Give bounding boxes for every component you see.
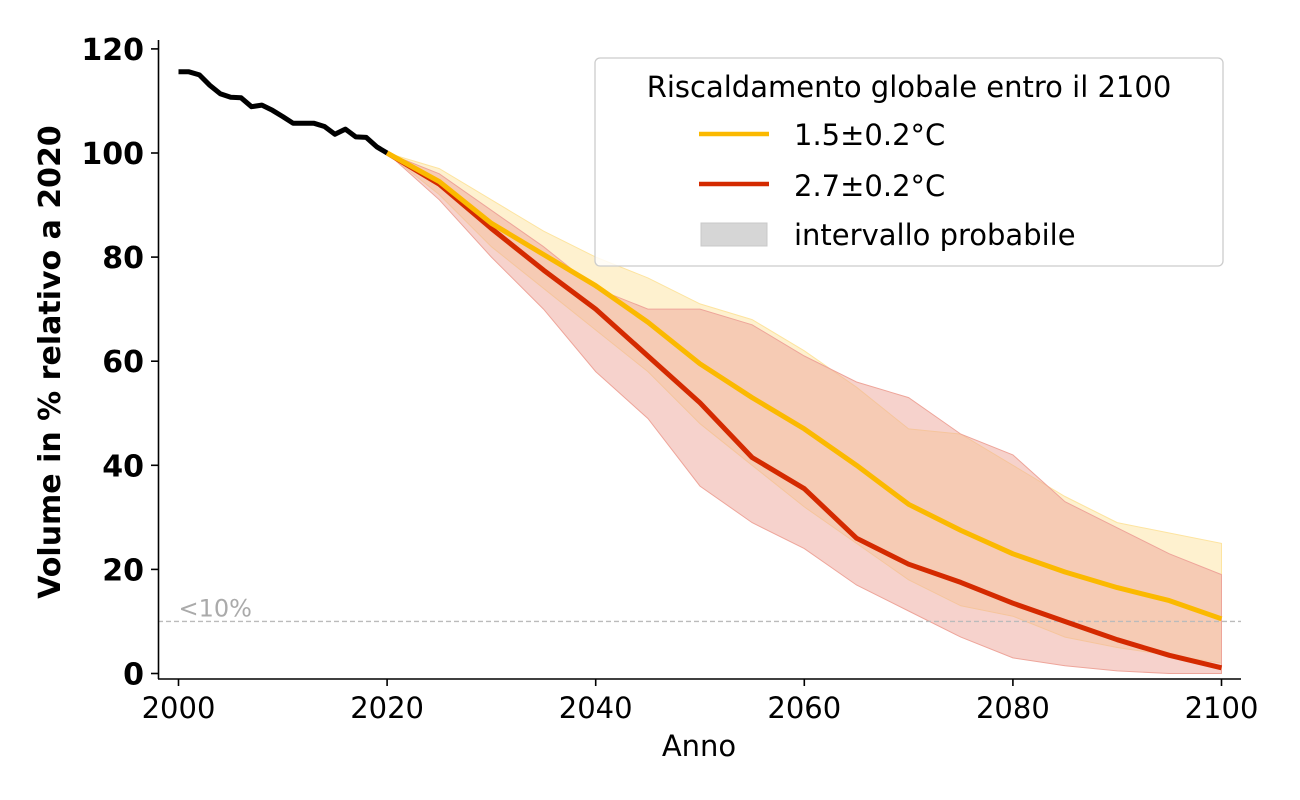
legend-frame (594, 57, 1224, 267)
threshold-label: <10% (179, 594, 252, 622)
line-historical (178, 69, 389, 156)
confidence-bands (386, 152, 1222, 674)
y-tick-label: 0 (123, 658, 144, 693)
legend-title: Riscaldamento globale entro il 2100 (647, 70, 1172, 104)
x-tick-label: 2040 (559, 691, 633, 725)
line-2-7-0-2-c (385, 150, 1223, 671)
y-tick-label: 120 (81, 33, 144, 68)
y-axis-title: Volume in % relativo a 2020 (33, 125, 68, 599)
y-tick-label: 100 (81, 137, 144, 172)
band-2-7-0-2-c (386, 152, 1222, 674)
series-lines (178, 69, 1223, 671)
x-tick-label: 2100 (1185, 691, 1259, 725)
legend-swatch-range (700, 222, 768, 247)
y-tick-label: 40 (102, 449, 144, 484)
y-tick-label: 80 (102, 241, 144, 276)
legend-label-1-5: 1.5±0.2°C (794, 118, 945, 152)
y-tick-label: 20 (102, 553, 144, 588)
legend-label-2-7: 2.7±0.2°C (794, 169, 945, 203)
legend-label-range: intervallo probabile (794, 218, 1076, 252)
x-axis-title: Anno (662, 729, 736, 763)
x-tick-label: 2000 (142, 691, 216, 725)
legend: Riscaldamento globale entro il 2100 1.5±… (594, 57, 1224, 267)
y-ticks: 0 20 40 60 80 100 120 (81, 33, 159, 693)
x-tick-label: 2020 (350, 691, 424, 725)
x-tick-label: 2080 (976, 691, 1050, 725)
y-tick-label: 60 (102, 345, 144, 380)
line-1-5-0-2-c (385, 150, 1223, 622)
x-tick-label: 2060 (767, 691, 841, 725)
x-ticks: 2000 2020 2040 2060 2080 2100 (142, 679, 1259, 725)
